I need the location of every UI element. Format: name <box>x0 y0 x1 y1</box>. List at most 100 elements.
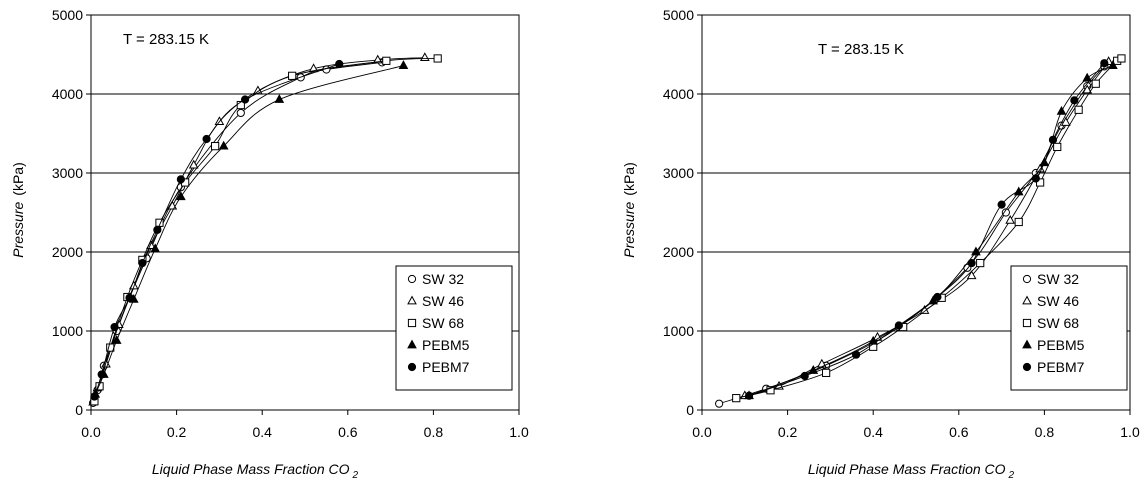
chart-left-y-axis-label-unit: (kPa) <box>10 162 26 195</box>
series-pebm7 <box>90 59 344 401</box>
data-point-pebm7 <box>335 59 344 69</box>
data-point-sw-46 <box>1005 214 1016 224</box>
x-tick-label: 1.0 <box>1120 424 1140 440</box>
data-point-sw-32 <box>1001 208 1010 217</box>
y-tick-label: 0 <box>686 402 694 418</box>
x-tick-label: 0.0 <box>692 424 712 440</box>
legend-item: SW 32 <box>407 271 464 287</box>
series-pebm7 <box>744 59 1109 400</box>
data-point-pebm7 <box>967 258 976 268</box>
ticks: 0 1000 2000 3000 4000 5000 0.0 0.2 0.4 0.6 0.8 1.0 <box>663 7 1140 440</box>
x-tick-label: 0.6 <box>949 424 969 440</box>
data-point-pebm5 <box>111 335 122 344</box>
chart-left-y-axis-label: Pressure (kPa) <box>10 162 26 257</box>
x-tick-label: 0.2 <box>778 424 798 440</box>
legend-label: PEBM5 <box>422 337 470 353</box>
data-point-sw-68 <box>732 394 741 403</box>
data-point-sw-68 <box>1091 79 1100 88</box>
data-point-pebm5 <box>1108 60 1118 69</box>
series-sw-46 <box>88 52 430 406</box>
data-point-pebm7 <box>1048 135 1058 144</box>
chart-left-x-axis-label-main: Liquid Phase Mass Fraction CO <box>152 461 350 477</box>
data-point-pebm5 <box>1082 72 1093 82</box>
chart-left-y-axis-label-main: Pressure <box>10 202 26 258</box>
chart-right-y-axis-label-main: Pressure <box>621 202 637 258</box>
y-tick-label: 3000 <box>663 165 694 181</box>
chart-right-y-axis-label: Pressure (kPa) <box>621 162 637 257</box>
y-tick-label: 4000 <box>663 86 694 102</box>
data-point-pebm7 <box>202 134 211 144</box>
legend-marker <box>1022 274 1032 284</box>
data-point-pebm7 <box>110 322 119 332</box>
legend-label: SW 46 <box>422 293 464 309</box>
legend-item: SW 32 <box>1022 271 1079 287</box>
legend-label: PEBM5 <box>1037 337 1085 353</box>
data-point-pebm7 <box>97 370 106 379</box>
x-tick-label: 0.4 <box>863 424 883 440</box>
data-point-sw-68 <box>433 54 442 63</box>
data-point-pebm5 <box>218 140 229 150</box>
chart-right-y-axis-label-unit: (kPa) <box>621 162 637 195</box>
y-tick-label: 3000 <box>52 165 83 181</box>
data-point-sw-46 <box>188 159 199 169</box>
chart-right-x-axis-label-sub: 2 <box>1008 470 1015 481</box>
legend-marker <box>1022 339 1032 349</box>
legend-marker <box>407 362 417 372</box>
data-point-pebm7 <box>997 200 1006 209</box>
series-line-pebm5 <box>94 65 404 395</box>
data-point-pebm7 <box>744 391 754 400</box>
data-point-sw-68 <box>1014 217 1023 227</box>
legend-marker <box>407 274 417 284</box>
data-point-sw-46 <box>1082 84 1093 94</box>
legend-label: PEBM7 <box>422 359 470 375</box>
chart-left-annotation: T = 283.15 K <box>123 31 209 48</box>
chart-right-x-axis-label: Liquid Phase Mass Fraction CO 2 <box>808 461 1015 481</box>
legend: SW 32 SW 46 SW 68 PEBM5 PEBM7 <box>395 265 513 391</box>
data-point-sw-68 <box>1074 105 1083 114</box>
legend-marker <box>407 339 417 349</box>
data-point-pebm7 <box>933 292 942 302</box>
data-point-pebm7 <box>90 392 99 401</box>
data-point-sw-46 <box>872 331 883 341</box>
data-point-sw-46 <box>372 54 383 64</box>
legend-marker <box>1022 362 1032 372</box>
legend-item: PEBM7 <box>407 359 470 375</box>
data-point-sw-68 <box>976 258 985 268</box>
legend-label: SW 68 <box>1037 315 1079 331</box>
data-point-sw-46 <box>214 116 225 126</box>
data-point-pebm7 <box>1031 174 1040 183</box>
y-tick-label: 5000 <box>663 7 694 23</box>
data-point-pebm7 <box>800 371 809 381</box>
chart-left-x-axis-label: Liquid Phase Mass Fraction CO 2 <box>152 461 359 481</box>
chart-left-x-axis-label-sub: 2 <box>352 470 359 481</box>
legend-item: SW 46 <box>407 293 464 309</box>
data-point-pebm5 <box>398 60 409 69</box>
chart-right-annotation: T = 283.15 K <box>818 41 904 58</box>
legend-item: SW 68 <box>407 315 464 331</box>
data-point-sw-68 <box>1117 54 1126 63</box>
data-point-sw-68 <box>236 100 245 110</box>
data-point-sw-46 <box>419 52 430 62</box>
data-point-pebm5 <box>150 243 161 253</box>
plot-area <box>90 14 520 411</box>
data-point-pebm5 <box>176 191 186 201</box>
data-point-pebm7 <box>153 225 162 234</box>
y-tick-label: 2000 <box>52 244 83 260</box>
legend-label: SW 68 <box>422 315 464 331</box>
legend-label: SW 32 <box>1037 271 1079 287</box>
ticks: 0 1000 2000 3000 4000 5000 0.0 0.2 0.4 0.6 0.8 1.0 <box>52 7 529 440</box>
plot-area <box>701 14 1131 411</box>
data-point-sw-68 <box>382 56 391 65</box>
data-point-pebm7 <box>894 321 903 330</box>
series-pebm5 <box>90 60 409 398</box>
data-point-pebm7 <box>176 175 185 184</box>
y-tick-label: 4000 <box>52 86 83 102</box>
legend-label: SW 46 <box>1037 293 1079 309</box>
series-line-sw-68 <box>93 58 438 402</box>
legend-marker <box>407 318 417 328</box>
legend-item: SW 68 <box>1022 315 1079 331</box>
chart-left: T = 283.15 K Liquid Phase Mass Fraction … <box>10 7 529 481</box>
x-tick-label: 0.8 <box>424 424 444 440</box>
gridlines <box>702 93 1130 332</box>
